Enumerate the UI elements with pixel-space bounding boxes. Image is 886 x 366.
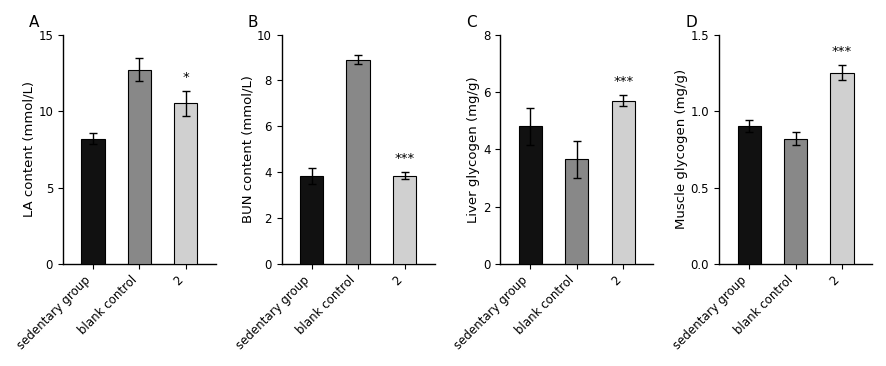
Y-axis label: BUN content (mmol/L): BUN content (mmol/L)	[241, 75, 254, 223]
Bar	[737, 126, 761, 264]
Y-axis label: Liver glycogen (mg/g): Liver glycogen (mg/g)	[467, 76, 480, 223]
Text: ***: ***	[613, 75, 633, 88]
Text: ***: ***	[832, 45, 852, 58]
Text: C: C	[467, 15, 478, 30]
Y-axis label: Muscle glycogen (mg/g): Muscle glycogen (mg/g)	[675, 69, 688, 229]
Bar	[830, 73, 853, 264]
Bar	[82, 139, 105, 264]
Text: *: *	[183, 71, 189, 84]
Bar	[128, 70, 151, 264]
Text: B: B	[248, 15, 259, 30]
Y-axis label: LA content (mmol/L): LA content (mmol/L)	[22, 81, 35, 217]
Bar	[392, 176, 416, 264]
Text: ***: ***	[394, 152, 415, 165]
Bar	[519, 126, 542, 264]
Bar	[300, 176, 323, 264]
Text: A: A	[29, 15, 40, 30]
Bar	[784, 139, 807, 264]
Bar	[346, 60, 369, 264]
Bar	[175, 103, 198, 264]
Bar	[611, 101, 635, 264]
Text: D: D	[685, 15, 697, 30]
Bar	[565, 159, 588, 264]
